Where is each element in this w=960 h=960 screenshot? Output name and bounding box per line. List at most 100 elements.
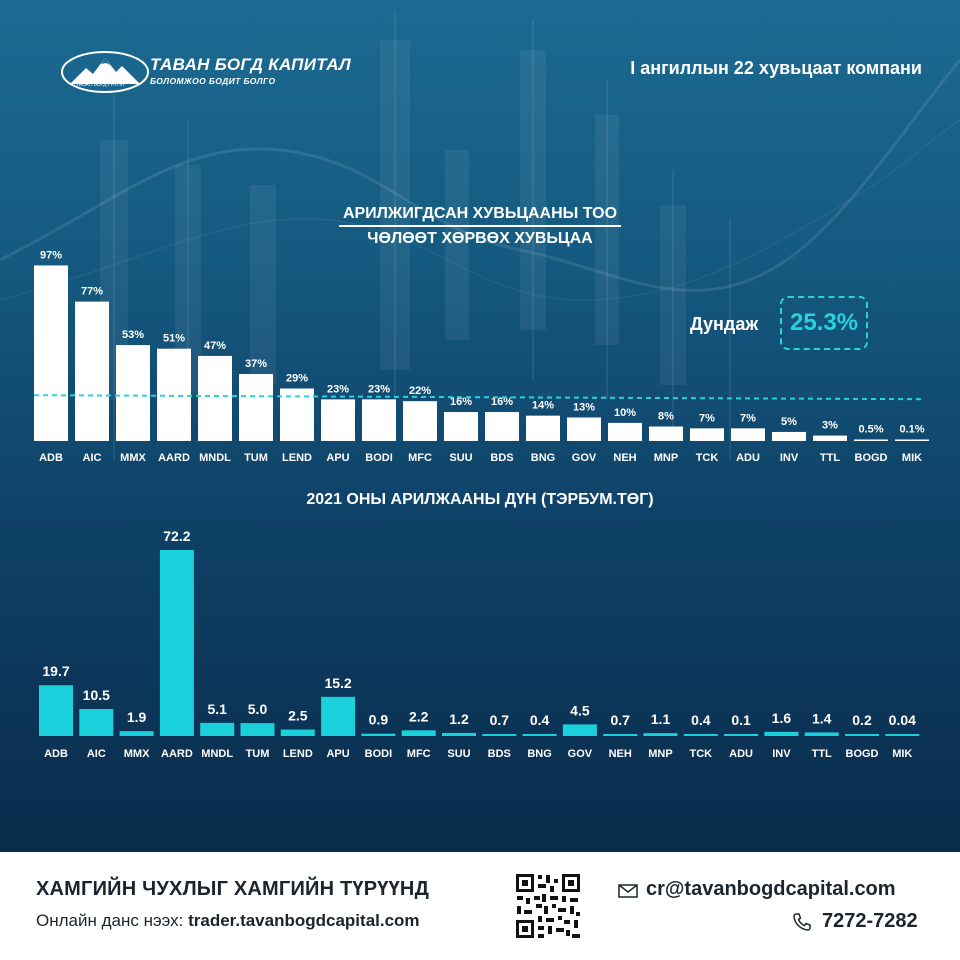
chart2-value-label: 1.4 [812, 710, 832, 726]
chart1-tick-label: MFC [408, 452, 432, 464]
chart1-tick-label: NEH [613, 452, 636, 464]
contact-phone[interactable]: 7272-7282 [822, 910, 918, 932]
chart1-bar-inv [772, 431, 806, 441]
chart2-tick-label: APU [326, 748, 349, 760]
chart1-value-label: 0.1% [899, 424, 924, 436]
chart1-value-label: 14% [532, 400, 554, 412]
email-icon [618, 884, 638, 898]
chart1-tick-label: MIK [902, 452, 922, 464]
chart1-free-float: 97% ADB 77% AIC 53% MMX 51% AARD 47% MNDL 37% TUM 29… [33, 249, 929, 464]
chart2-tick-label: INV [772, 748, 791, 760]
chart2-tick-label: BNG [527, 748, 551, 760]
chart1-value-label: 16% [491, 396, 513, 408]
chart2-bar-bds [482, 734, 517, 736]
poster: ТАВАН БОГД КАПИТАЛ БОЛОМЖОО БОДИТ БОЛГО … [0, 0, 960, 852]
online-account-label: Онлайн данс нээх: [36, 911, 184, 930]
chart2-value-label: 0.4 [691, 712, 711, 728]
chart2-value-label: 0.7 [610, 712, 630, 728]
chart2-bar-mmx [119, 731, 154, 736]
chart1-value-label: 29% [286, 373, 308, 385]
chart1-bar-adb [34, 265, 68, 441]
chart1-tick-label: SUU [449, 452, 472, 464]
chart2-value-label: 0.1 [731, 712, 751, 728]
online-account-link[interactable]: trader.tavanbogdcapital.com [188, 911, 420, 930]
qr-code-icon[interactable] [514, 872, 582, 940]
contact-email[interactable]: cr@tavanbogdcapital.com [646, 878, 896, 900]
chart1-tick-label: INV [780, 452, 799, 464]
chart2-tick-label: TTL [812, 748, 832, 760]
chart1-tick-label: ADB [39, 452, 63, 464]
chart1-title: АРИЛЖИГДСАН ХУВЬЦААНЫ ТОО [0, 205, 960, 227]
chart2-tick-label: MMX [124, 748, 150, 760]
chart2-tick-label: AARD [161, 748, 193, 760]
chart1-value-label: 7% [699, 412, 715, 424]
chart2-tick-label: SUU [447, 748, 470, 760]
chart1-bar-mndl [198, 355, 232, 441]
chart1-value-label: 53% [122, 329, 144, 341]
chart2-value-label: 5.0 [248, 701, 268, 717]
chart1-value-label: 5% [781, 416, 797, 428]
chart2-tick-label: AIC [87, 748, 106, 760]
chart2-value-label: 0.4 [530, 712, 550, 728]
chart1-tick-label: BODI [365, 452, 393, 464]
chart2-bar-tum [240, 723, 275, 736]
chart1-bar-mik [895, 439, 929, 441]
chart2-value-label: 1.9 [127, 709, 147, 725]
average-label: Дундаж [690, 314, 759, 334]
chart2-value-label: 0.2 [852, 712, 872, 728]
chart2-bar-apu [321, 696, 356, 736]
chart2-bar-bodi [361, 733, 396, 736]
chart2-bar-mndl [200, 722, 235, 736]
chart1-tick-label: ADU [736, 452, 760, 464]
chart2-tick-label: MNDL [201, 748, 233, 760]
chart2-value-label: 72.2 [163, 528, 190, 544]
chart2-value-label: 0.7 [490, 712, 510, 728]
average-line [33, 394, 925, 401]
chart2-bar-gov [562, 724, 597, 736]
chart1-value-label: 22% [409, 385, 431, 397]
chart2-tick-label: BDS [488, 748, 511, 760]
footer-slogan: ХАМГИЙН ЧУХЛЫГ ХАМГИЙН ТҮРҮҮНД [36, 878, 430, 900]
chart1-bar-bng [526, 415, 560, 441]
footer-online-account: Онлайн данс нээх: trader.tavanbogdcapita… [36, 911, 420, 931]
chart1-subtitle: ЧӨЛӨӨТ ХӨРВӨХ ХУВЬЦАА [367, 230, 593, 247]
chart1-tick-label: BOGD [855, 452, 888, 464]
chart2-tick-label: GOV [568, 748, 593, 760]
chart2-bar-ttl [804, 732, 839, 736]
chart1-tick-label: MNDL [199, 452, 231, 464]
brand-tagline: БОЛОМЖОО БОДИТ БОЛГО [150, 76, 276, 86]
chart2-value-label: 1.1 [651, 711, 671, 727]
chart2-tick-label: NEH [609, 748, 632, 760]
chart1-value-label: 7% [740, 412, 756, 424]
average-value-box: 25.3% [780, 296, 868, 350]
footer: ХАМГИЙН ЧУХЛЫГ ХАМГИЙН ТҮРҮҮНД Онлайн да… [0, 852, 960, 960]
chart2-value-label: 10.5 [83, 687, 110, 703]
brand-name: ТАВАН БОГД КАПИТАЛ [150, 55, 352, 74]
chart1-tick-label: BDS [490, 452, 513, 464]
chart1-bar-mfc [403, 401, 437, 441]
chart1-tick-label: BNG [531, 452, 555, 464]
chart1-tick-label: GOV [572, 452, 597, 464]
chart2-bar-neh [603, 734, 638, 736]
chart1-value-label: 51% [163, 333, 185, 345]
chart1-bar-tck [690, 428, 724, 441]
chart2-value-label: 5.1 [207, 701, 227, 717]
brand-group-label: ТАВАН БОГД ГРУПП [76, 82, 125, 88]
chart2-tick-label: BODI [365, 748, 393, 760]
chart1-bar-mnp [649, 426, 683, 441]
chart2-bar-mfc [401, 730, 436, 736]
chart1-bar-adu [731, 428, 765, 441]
chart2-bar-aic [79, 708, 114, 736]
chart1-tick-label: MNP [654, 452, 678, 464]
chart2-bar-inv [764, 731, 799, 736]
chart1-value-label: 3% [822, 420, 838, 432]
chart1-tick-label: TUM [244, 452, 268, 464]
background-decoration [0, 10, 960, 460]
chart2-bar-adu [724, 734, 759, 736]
chart2-tick-label: MIK [892, 748, 912, 760]
chart1-bar-tum [239, 374, 273, 441]
chart1-tick-label: TTL [820, 452, 840, 464]
chart1-value-label: 8% [658, 411, 674, 423]
chart2-bar-aard [159, 550, 194, 736]
chart2-value-label: 1.6 [772, 710, 792, 726]
